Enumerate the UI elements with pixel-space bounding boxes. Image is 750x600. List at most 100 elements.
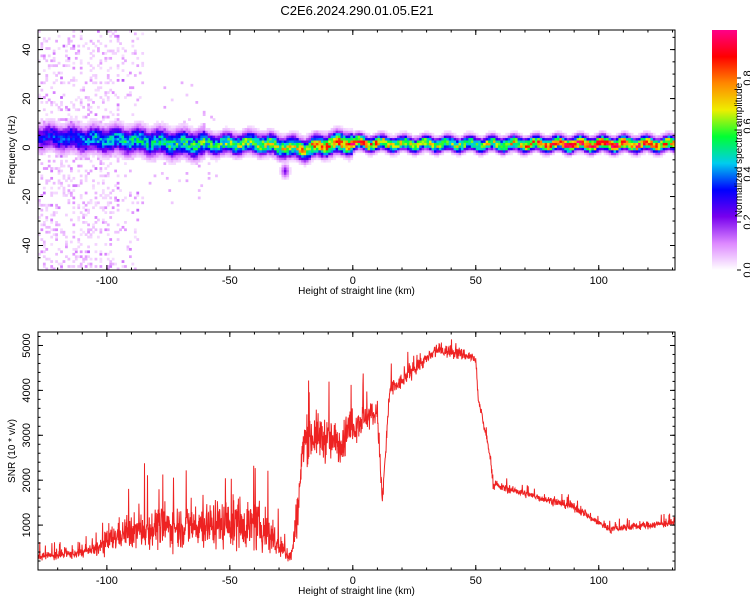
heatmap-cell [101, 208, 105, 212]
heatmap-cell [603, 137, 607, 141]
heatmap-cell [129, 150, 132, 153]
heatmap-cell [124, 96, 127, 99]
heatmap-cell [79, 137, 83, 141]
heatmap-cell [74, 137, 78, 141]
heatmap-cell [67, 108, 71, 112]
heatmap-cell [281, 142, 285, 146]
heatmap-cell [163, 150, 167, 153]
x-tick-label: -50 [222, 275, 238, 287]
heatmap-cell [111, 52, 115, 55]
heatmap-cell [475, 135, 479, 139]
heatmap-cell [670, 135, 673, 139]
heatmap-cell [133, 147, 137, 151]
heatmap-cell [87, 130, 90, 134]
heatmap-cell [65, 54, 68, 58]
heatmap-cell [52, 140, 56, 143]
heatmap-cell [92, 154, 95, 158]
heatmap-cell [630, 142, 634, 146]
heatmap-cell [411, 135, 415, 139]
heatmap-cell [665, 137, 668, 141]
heatmap-cell [87, 96, 90, 99]
heatmap-cell [485, 135, 489, 139]
heatmap-cell [311, 157, 314, 161]
heatmap-cell [119, 154, 122, 158]
heatmap-cell [106, 135, 110, 139]
heatmap-cell [173, 159, 177, 163]
heatmap-cell [111, 257, 115, 261]
heatmap-cell [249, 125, 253, 129]
heatmap-cell [256, 150, 260, 153]
heatmap-cell [141, 52, 145, 55]
heatmap-cell [72, 235, 76, 239]
heatmap-cell [202, 113, 206, 117]
heatmap-cell [613, 140, 617, 143]
heatmap-cell [121, 150, 125, 153]
heatmap-cell [645, 142, 649, 146]
heatmap-cell [596, 137, 600, 141]
heatmap-cell [249, 132, 253, 136]
heatmap-cell [247, 132, 250, 136]
heatmap-cell [40, 137, 44, 141]
heatmap-cell [643, 137, 646, 141]
heatmap-cell [183, 127, 186, 131]
heatmap-cell [404, 150, 408, 153]
heatmap-cell [303, 162, 307, 165]
heatmap-cell [89, 52, 93, 55]
heatmap-cell [163, 157, 167, 161]
heatmap-cell [490, 145, 494, 148]
heatmap-cell [313, 150, 317, 153]
heatmap-cell [569, 137, 572, 141]
heatmap-cell [606, 135, 609, 139]
heatmap-cell [458, 142, 462, 146]
heatmap-cell [60, 132, 63, 136]
heatmap-cell [315, 130, 319, 134]
heatmap-cell [153, 147, 157, 151]
heatmap-cell [87, 235, 90, 239]
heatmap-cell [384, 132, 388, 136]
heatmap-cell [163, 130, 167, 134]
heatmap-cell [67, 145, 71, 148]
heatmap-cell [168, 135, 172, 139]
heatmap-cell [133, 127, 137, 131]
heatmap-cell [156, 132, 159, 136]
heatmap-cell [92, 125, 95, 129]
heatmap-cell [360, 130, 363, 134]
heatmap-cell [52, 130, 56, 134]
heatmap-cell [537, 135, 541, 139]
heatmap-cell [414, 140, 418, 143]
heatmap-cell [197, 152, 201, 156]
heatmap-cell [318, 157, 322, 161]
heatmap-cell [141, 140, 145, 143]
heatmap-cell [574, 140, 577, 143]
heatmap-cell [534, 132, 538, 136]
heatmap-cell [598, 130, 602, 134]
heatmap-cell [588, 137, 592, 141]
heatmap-cell [84, 125, 88, 129]
heatmap-cell [106, 164, 110, 168]
heatmap-cell [101, 181, 105, 185]
heatmap-cell [121, 137, 125, 141]
heatmap-cell [97, 64, 100, 68]
heatmap-cell [106, 147, 110, 151]
heatmap-cell [197, 189, 201, 192]
heatmap-cell [183, 137, 186, 141]
heatmap-cell [165, 154, 169, 158]
heatmap-cell [163, 147, 167, 151]
heatmap-cell [652, 154, 656, 158]
heatmap-cell [101, 142, 105, 146]
heatmap-cell [67, 191, 71, 195]
heatmap-cell [210, 115, 213, 119]
heatmap-cell [62, 135, 66, 139]
heatmap-cell [77, 140, 81, 143]
heatmap-cell [350, 157, 354, 161]
heatmap-cell [97, 145, 100, 148]
heatmap-cell [606, 137, 609, 141]
heatmap-cell [124, 49, 127, 53]
heatmap-cell [143, 125, 147, 129]
heatmap-cell [630, 135, 634, 139]
heatmap-cell [473, 135, 477, 139]
heatmap-cell [38, 233, 41, 237]
heatmap-cell [197, 150, 201, 153]
heatmap-cell [168, 154, 172, 158]
heatmap-cell [480, 154, 484, 158]
